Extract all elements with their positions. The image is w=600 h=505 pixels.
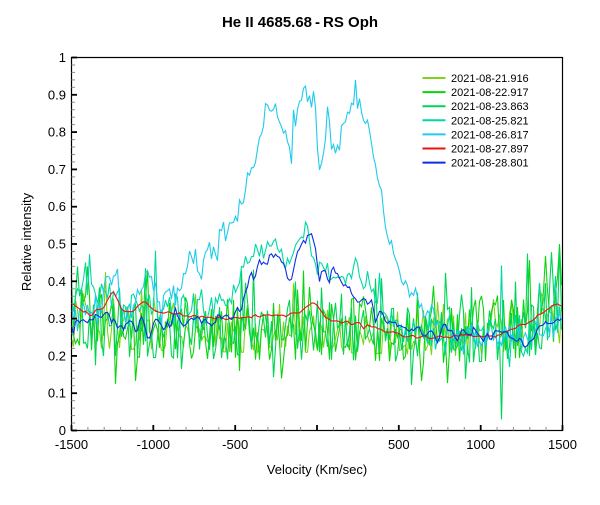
svg-text:0.6: 0.6 <box>48 199 66 214</box>
svg-text:0: 0 <box>59 423 66 438</box>
svg-text:1500: 1500 <box>548 437 577 452</box>
svg-text:0.3: 0.3 <box>48 311 66 326</box>
svg-text:0.9: 0.9 <box>48 87 66 102</box>
svg-text:1000: 1000 <box>466 437 495 452</box>
svg-text:He II 4685.68 - RS Oph: He II 4685.68 - RS Oph <box>222 14 378 31</box>
svg-text:-1000: -1000 <box>137 437 170 452</box>
svg-text:-1500: -1500 <box>55 437 88 452</box>
svg-text:2021-08-23.863: 2021-08-23.863 <box>451 101 529 113</box>
svg-text:-500: -500 <box>222 437 248 452</box>
svg-text:0.4: 0.4 <box>48 274 66 289</box>
svg-text:2021-08-21.916: 2021-08-21.916 <box>451 73 529 85</box>
svg-text:2021-08-28.801: 2021-08-28.801 <box>451 158 529 170</box>
svg-text:500: 500 <box>388 437 410 452</box>
svg-text:Relative intensity: Relative intensity <box>19 192 34 291</box>
svg-text:1: 1 <box>59 50 66 65</box>
svg-text:2021-08-22.917: 2021-08-22.917 <box>451 87 529 99</box>
svg-text:0.1: 0.1 <box>48 386 66 401</box>
svg-text:Velocity (Km/sec): Velocity (Km/sec) <box>267 462 367 477</box>
svg-text:0.2: 0.2 <box>48 348 66 363</box>
svg-text:2021-08-26.817: 2021-08-26.817 <box>451 129 529 141</box>
svg-text:0.5: 0.5 <box>48 237 66 252</box>
svg-text:2021-08-27.897: 2021-08-27.897 <box>451 144 529 156</box>
svg-text:0.7: 0.7 <box>48 162 66 177</box>
svg-text:0.8: 0.8 <box>48 125 66 140</box>
svg-text:2021-08-25.821: 2021-08-25.821 <box>451 115 529 127</box>
